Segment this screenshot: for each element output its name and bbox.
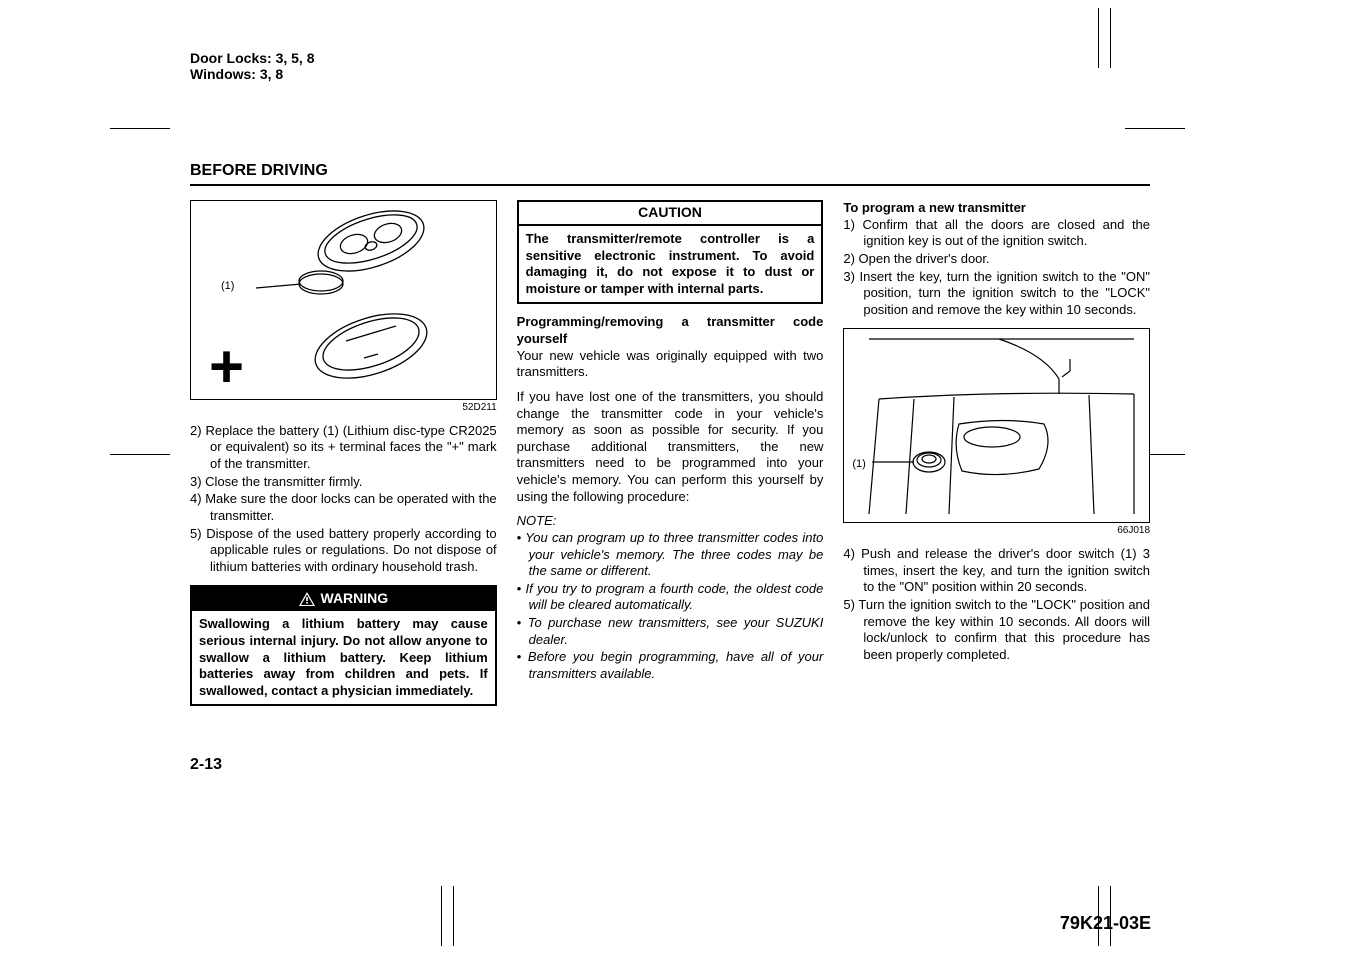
header-line-1: Door Locks: 3, 5, 8: [190, 50, 1150, 66]
figure-door: (1): [843, 328, 1150, 523]
note-item: • If you try to program a fourth code, t…: [517, 581, 824, 614]
step-item: 5) Turn the ignition switch to the "LOCK…: [843, 597, 1150, 664]
column-1: (1): [190, 200, 497, 706]
column-3: To program a new transmitter 1) Confirm …: [843, 200, 1150, 706]
step-item: 5) Dispose of the used battery properly …: [190, 526, 497, 576]
crop-mark: [441, 886, 442, 946]
header-line-2: Windows: 3, 8: [190, 66, 1150, 82]
step-item: 4) Push and release the driver's door sw…: [843, 546, 1150, 596]
warning-label: WARNING: [321, 590, 389, 608]
note-item: • You can program up to three transmitte…: [517, 530, 824, 580]
door-illustration: [844, 329, 1144, 519]
step-item: 2) Open the driver's door.: [843, 251, 1150, 268]
page-number: 2-13: [190, 756, 1150, 774]
remote-illustration: [216, 206, 466, 386]
crop-mark: [453, 886, 454, 946]
step-item: 4) Make sure the door locks can be opera…: [190, 491, 497, 524]
programming-subhead: Programming/removing a transmitter code …: [517, 314, 824, 347]
column-2: CAUTION The transmitter/remote controlle…: [517, 200, 824, 706]
note-label: NOTE:: [517, 513, 824, 530]
step-item: 2) Replace the battery (1) (Lithium disc…: [190, 423, 497, 473]
warning-header: WARNING: [192, 587, 495, 611]
note-list: • You can program up to three transmitte…: [517, 530, 824, 683]
section-title: BEFORE DRIVING: [190, 162, 1150, 186]
warning-triangle-icon: [299, 592, 315, 606]
caution-body: The transmitter/remote controller is a s…: [519, 226, 822, 303]
caution-box: CAUTION The transmitter/remote controlle…: [517, 200, 824, 304]
note-item: • To purchase new transmitters, see your…: [517, 615, 824, 648]
step-item: 3) Close the transmitter firmly.: [190, 474, 497, 491]
step-item: 1) Confirm that all the doors are closed…: [843, 217, 1150, 250]
program-subhead: To program a new transmitter: [843, 200, 1150, 217]
warning-body: Swallowing a lithium battery may cause s…: [192, 611, 495, 704]
caution-label: CAUTION: [519, 202, 822, 226]
figure-id: 66J018: [843, 525, 1150, 538]
warning-box: WARNING Swallowing a lithium battery may…: [190, 585, 497, 706]
document-code: 79K21-03E: [1060, 913, 1151, 934]
program-steps-a: 1) Confirm that all the doors are closed…: [843, 217, 1150, 319]
program-steps-b: 4) Push and release the driver's door sw…: [843, 546, 1150, 663]
battery-steps: 2) Replace the battery (1) (Lithium disc…: [190, 423, 497, 576]
columns: (1): [190, 200, 1150, 706]
figure-id: 52D211: [190, 402, 497, 415]
body-paragraph: Your new vehicle was originally equipped…: [517, 348, 824, 381]
body-paragraph: If you have lost one of the transmitters…: [517, 389, 824, 505]
crop-mark: [110, 454, 170, 455]
step-item: 3) Insert the key, turn the ignition swi…: [843, 269, 1150, 319]
crop-mark: [110, 128, 170, 129]
figure-remote: (1): [190, 200, 497, 400]
plus-mark-icon: +: [209, 337, 244, 397]
header-meta: Door Locks: 3, 5, 8 Windows: 3, 8: [190, 50, 1150, 82]
page-content: Door Locks: 3, 5, 8 Windows: 3, 8 BEFORE…: [190, 50, 1150, 774]
note-item: • Before you begin programming, have all…: [517, 649, 824, 682]
